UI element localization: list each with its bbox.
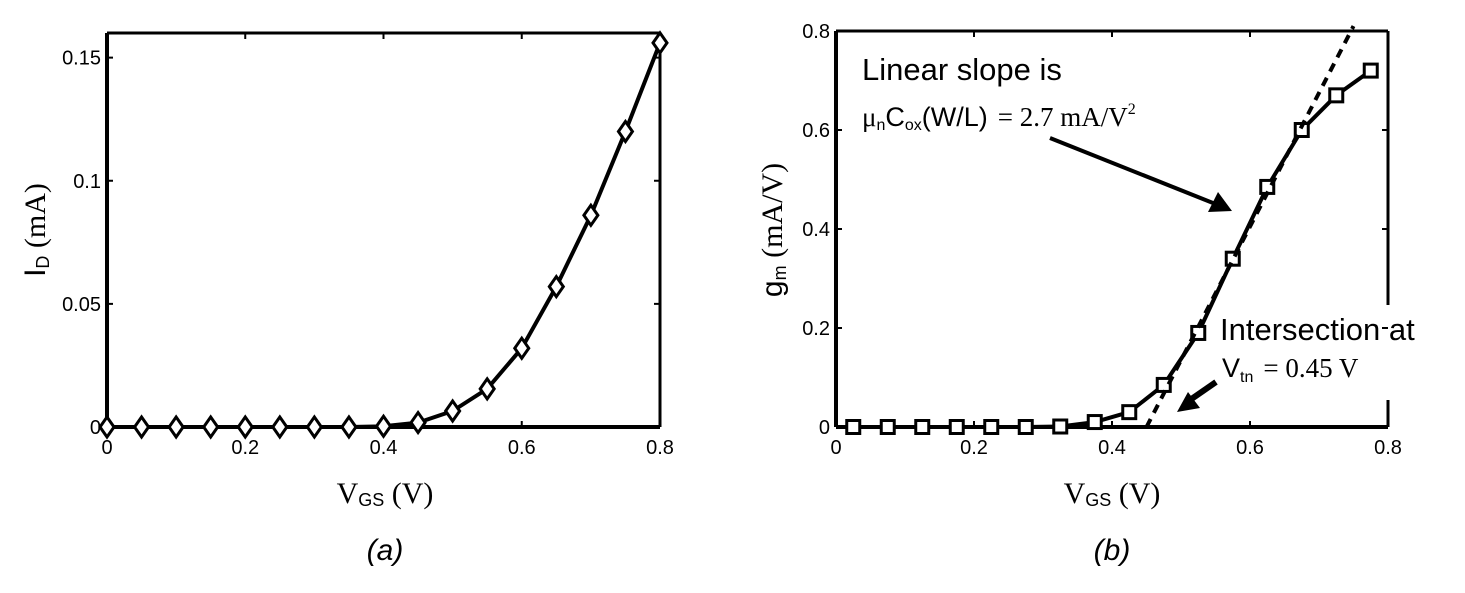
chart-a-ticks: 0 0.2 0.4 0.6 0.8 0 0.05 0.1 0.15 xyxy=(62,33,674,459)
chart-b-ylabel: gm (mA/V) xyxy=(756,163,790,297)
chart-a-y-tick-label: 0.1 xyxy=(73,171,101,193)
chart-b-data-point xyxy=(879,419,896,435)
chart-a-xlabel: VGS (V) xyxy=(337,477,434,510)
chart-a: 0 0.2 0.4 0.6 0.8 0 0.05 0.1 0.15 VGS (V) ID (mA… xyxy=(19,30,674,567)
chart-a-y-tick-label: 0.05 xyxy=(62,294,101,316)
intersect-arrow xyxy=(1177,379,1218,412)
chart-b-xlabel: VGS (V) xyxy=(1064,477,1161,510)
chart-b-x-tick-label: 0.2 xyxy=(960,437,988,459)
chart-b-fit-line xyxy=(1144,25,1356,428)
chart-b-data-point xyxy=(1017,419,1034,435)
chart-b-x-tick-label: 0 xyxy=(830,437,841,459)
chart-a-data-point xyxy=(236,414,255,440)
chart-a-data-point xyxy=(98,414,116,440)
chart-a-caption: (a) xyxy=(367,534,404,567)
chart-a-data-point xyxy=(201,414,220,440)
slope-annotation-title: Linear slope is xyxy=(862,52,1062,87)
chart-a-x-tick-label: 0.8 xyxy=(646,437,674,459)
chart-a-ylabel: ID (mA) xyxy=(19,183,53,277)
chart-b-plot xyxy=(845,25,1379,435)
chart-a-x-tick-label: 0 xyxy=(101,437,112,459)
chart-a-x-tick-label: 0.6 xyxy=(508,437,536,459)
chart-b-y-tick-label: 0.4 xyxy=(802,219,830,241)
chart-b-data-point xyxy=(1328,87,1345,104)
chart-a-data-point xyxy=(270,414,289,440)
chart-b-data-point xyxy=(1086,414,1103,431)
chart-b-y-tick-label: 0.8 xyxy=(802,21,830,43)
chart-b-y-tick-label: 0.2 xyxy=(802,318,830,340)
chart-a-series-line xyxy=(107,42,662,429)
chart-a-x-tick-label: 0.4 xyxy=(370,437,398,459)
chart-a-data-point xyxy=(651,30,669,56)
chart-a-plot xyxy=(98,30,669,440)
chart-a-data-point xyxy=(582,202,600,228)
chart-a-data-point xyxy=(167,414,185,440)
chart-a-data-point xyxy=(616,118,635,145)
chart-b-data-point xyxy=(1121,404,1138,421)
chart-b-caption: (b) xyxy=(1094,534,1131,567)
chart-b-data-point xyxy=(914,419,931,435)
slope-annotation-formula: μnCox(W/L) = 2.7 mA/V2 xyxy=(862,101,1136,134)
chart-b-x-tick-label: 0.4 xyxy=(1098,437,1126,459)
chart-b-data-point xyxy=(845,419,862,435)
chart-b-y-tick-label: 0 xyxy=(819,417,830,439)
chart-b-ticks: 0 0.2 0.4 0.6 0.8 0 0.2 0.4 0.6 0.8 xyxy=(802,21,1402,459)
chart-a-data-point xyxy=(409,409,427,436)
chart-a-y-tick-label: 0 xyxy=(90,417,101,439)
chart-a-data-point xyxy=(512,335,531,361)
chart-b-x-tick-label: 0.8 xyxy=(1374,437,1402,459)
chart-a-data-point xyxy=(340,414,358,440)
chart-a-y-tick-label: 0.15 xyxy=(62,48,101,70)
chart-b-y-tick-label: 0.6 xyxy=(802,120,830,142)
chart-a-data-point xyxy=(547,274,566,300)
chart-a-x-tick-label: 0.2 xyxy=(231,437,259,459)
chart-a-data-point xyxy=(305,414,324,440)
chart-a-data-point xyxy=(443,398,462,424)
chart-b: 0 0.2 0.4 0.6 0.8 0 0.2 0.4 0.6 0.8 Linear slope … xyxy=(756,21,1415,567)
chart-a-data-point xyxy=(478,376,497,402)
chart-a-data-point xyxy=(374,413,393,439)
chart-b-data-point xyxy=(1155,376,1172,393)
intersect-annotation-title: Intersection at xyxy=(1220,312,1415,347)
chart-b-data-point xyxy=(1362,62,1379,79)
chart-b-data-point xyxy=(1052,418,1069,435)
chart-b-data-point xyxy=(983,419,1000,435)
chart-a-data-point xyxy=(132,414,151,440)
chart-b-data-point xyxy=(948,419,965,435)
slope-arrow xyxy=(1049,136,1232,212)
intersect-annotation-formula: Vtn = 0.45 V xyxy=(1222,353,1359,386)
chart-b-series-line xyxy=(853,68,1372,429)
chart-b-x-tick-label: 0.6 xyxy=(1236,437,1264,459)
